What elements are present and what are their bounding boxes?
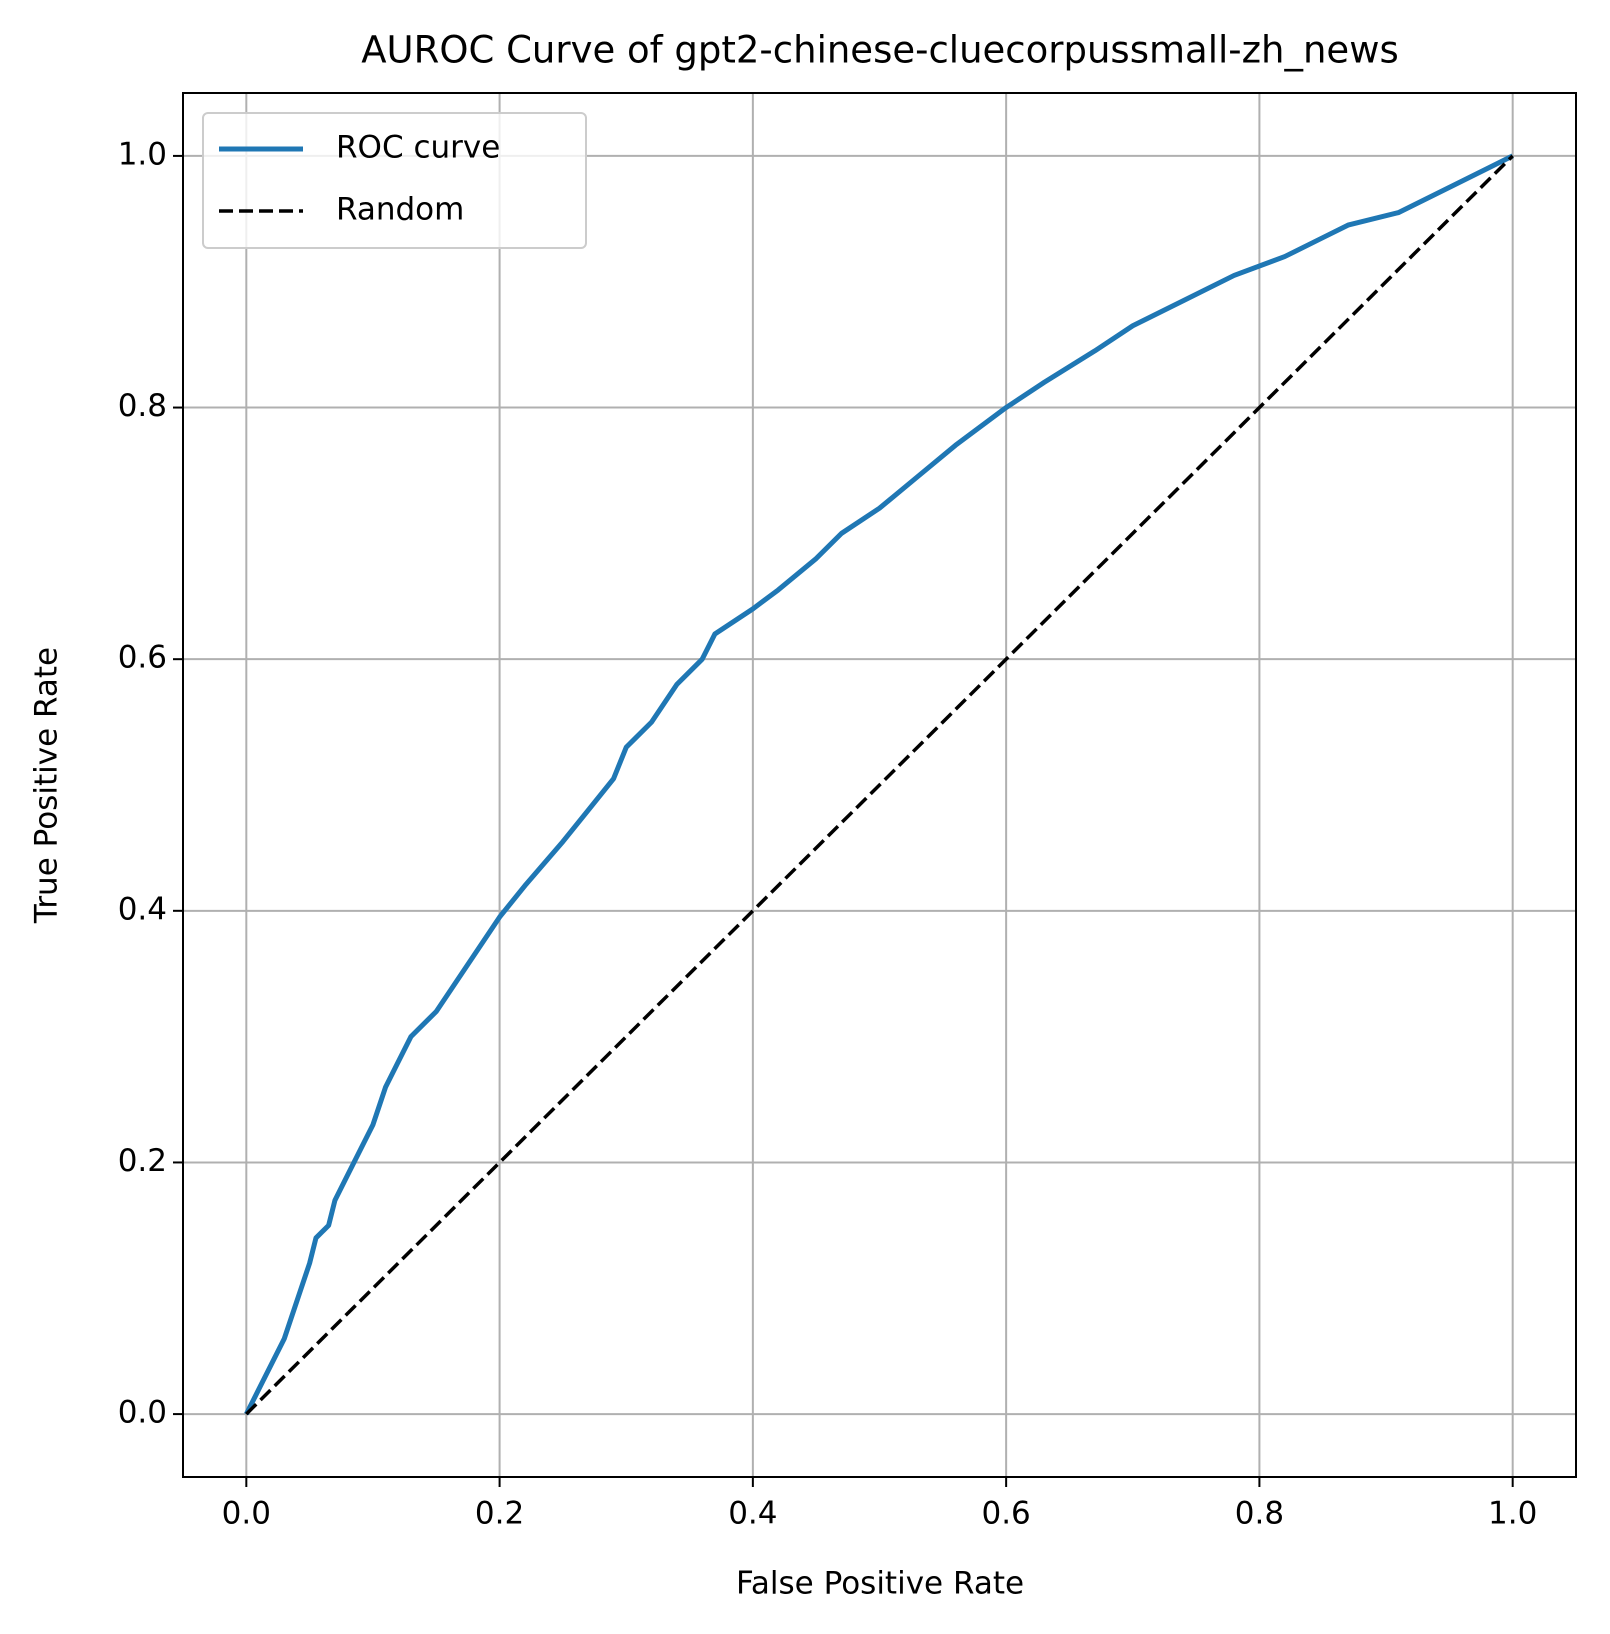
x-axis-label: False Positive Rate	[736, 1566, 1024, 1602]
y-tick-label: 0.2	[118, 1143, 167, 1179]
y-tick-label: 1.0	[118, 136, 167, 172]
y-tick-label: 0.6	[118, 640, 167, 676]
legend-label: ROC curve	[336, 130, 500, 166]
x-tick-label: 0.0	[222, 1496, 271, 1532]
x-tick-label: 0.4	[728, 1496, 777, 1532]
chart-title: AUROC Curve of gpt2-chinese-cluecorpussm…	[361, 29, 1398, 72]
x-tick-label: 1.0	[1488, 1496, 1537, 1532]
x-tick-label: 0.8	[1235, 1496, 1284, 1532]
y-tick-label: 0.4	[118, 891, 167, 927]
x-tick-label: 0.2	[475, 1496, 524, 1532]
y-axis-label: True Positive Rate	[29, 647, 65, 924]
plot-frame	[182, 92, 1577, 1478]
line	[245, 154, 1514, 1416]
legend-label: Random	[336, 192, 464, 228]
x-tick-label: 0.6	[981, 1496, 1030, 1532]
y-tick-label: 0.0	[118, 1395, 167, 1431]
y-tick-label: 0.8	[118, 388, 167, 424]
line	[244, 153, 1514, 1416]
